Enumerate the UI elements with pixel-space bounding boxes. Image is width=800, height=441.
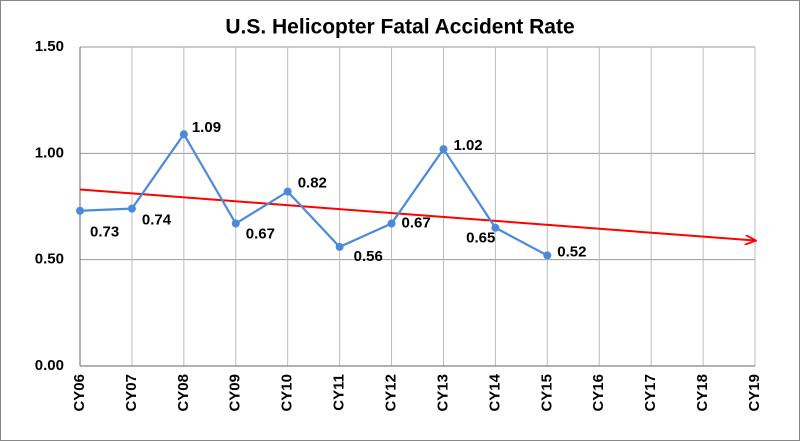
- x-tick-label: CY17: [642, 374, 659, 412]
- x-tick-label: CY06: [71, 374, 88, 412]
- y-tick-label: 0.00: [35, 357, 64, 374]
- data-label: 0.82: [298, 175, 327, 192]
- x-tick-label: CY11: [331, 374, 348, 411]
- data-label: 0.65: [466, 230, 495, 247]
- x-tick-label: CY10: [279, 374, 296, 412]
- x-tick-label: CY13: [434, 374, 451, 412]
- y-tick-label: 1.50: [35, 38, 64, 55]
- data-point: [231, 219, 240, 228]
- data-point: [127, 204, 136, 213]
- x-tick-label: CY18: [694, 374, 711, 412]
- data-point: [283, 187, 292, 196]
- data-point: [387, 219, 396, 228]
- x-tick-label: CY07: [123, 374, 140, 412]
- x-tick-label: CY15: [538, 374, 555, 412]
- x-tick-label: CY16: [590, 374, 607, 412]
- data-label: 0.56: [354, 248, 383, 265]
- x-tick-label: CY12: [383, 374, 400, 412]
- chart-title: U.S. Helicopter Fatal Accident Rate: [225, 16, 574, 39]
- series-line: [79, 132, 548, 257]
- x-tick-label: CY14: [486, 373, 503, 411]
- data-point: [179, 130, 188, 139]
- data-label: 1.09: [192, 119, 221, 136]
- data-point: [543, 251, 552, 260]
- data-point: [335, 242, 344, 251]
- data-label: 0.73: [90, 224, 119, 241]
- data-label: 0.74: [142, 212, 172, 229]
- data-point: [439, 145, 448, 154]
- y-tick-label: 0.50: [35, 251, 64, 268]
- data-point: [491, 223, 500, 232]
- data-label: 0.67: [402, 214, 431, 231]
- data-point: [76, 206, 84, 215]
- data-label: 0.67: [246, 225, 275, 242]
- data-label: 0.52: [557, 243, 586, 260]
- x-tick-label: CY08: [175, 374, 192, 412]
- x-tick-label: CY09: [227, 374, 244, 412]
- y-tick-label: 1.00: [35, 144, 64, 161]
- data-label: 1.02: [453, 137, 482, 154]
- trend-line: [79, 188, 755, 240]
- x-tick-label: CY19: [746, 374, 763, 412]
